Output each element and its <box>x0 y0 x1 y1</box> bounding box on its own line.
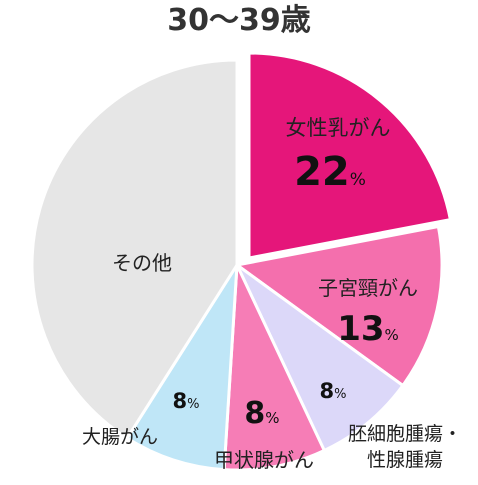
slice-value-label: 8% <box>244 396 279 431</box>
slice-label: 子宮頸がん <box>318 276 418 300</box>
slice-label: 甲状腺がん <box>214 448 314 472</box>
slice-label: 胚細胞腫瘍・ <box>348 423 462 445</box>
slice-value-label: 13% <box>337 309 399 349</box>
slice-value-label: 8% <box>173 389 200 413</box>
pie-slice <box>30 58 239 440</box>
slice-label: 性腺腫瘍 <box>367 449 443 471</box>
slice-label: 大腸がん <box>82 426 158 448</box>
slice-label: その他 <box>112 251 172 275</box>
slice-label: 女性乳がん <box>286 116 391 140</box>
pie-slice <box>235 263 405 452</box>
chart-title: 30～39歳 <box>167 3 311 38</box>
slice-value-label: 22% <box>294 149 366 195</box>
pie-slice <box>247 51 452 260</box>
slice-value-label: 8% <box>320 379 347 403</box>
pie-slice <box>125 263 239 472</box>
pie-slice <box>222 263 326 472</box>
pie-slice <box>235 225 444 387</box>
